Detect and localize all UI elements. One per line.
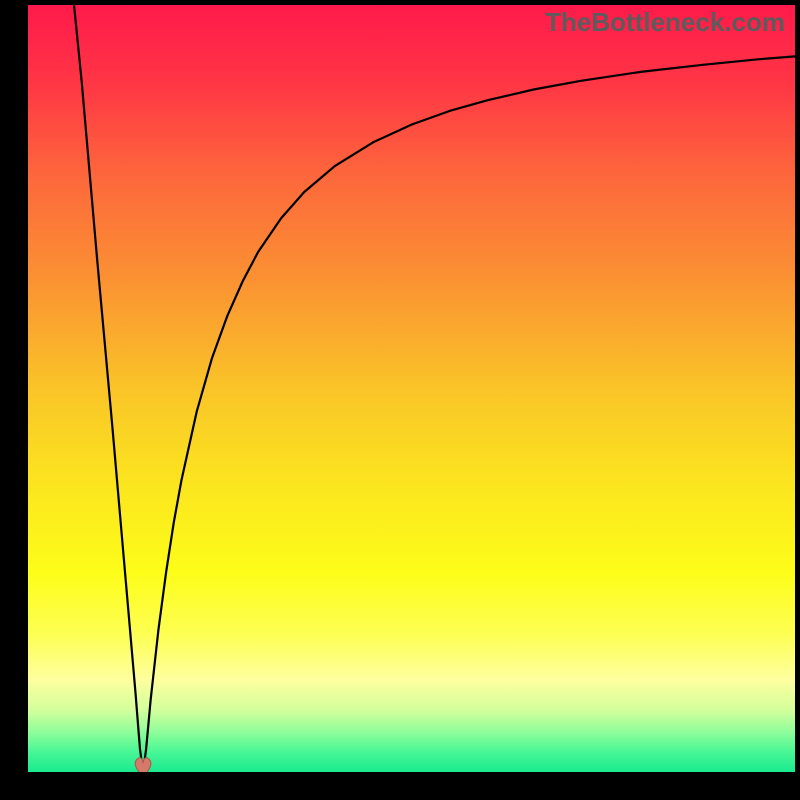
bottleneck-curve-chart [28, 5, 795, 772]
gradient-background [28, 5, 795, 772]
watermark-label: TheBottleneck.com [545, 7, 785, 38]
plot-area [28, 5, 795, 772]
chart-frame: TheBottleneck.com [0, 0, 800, 800]
